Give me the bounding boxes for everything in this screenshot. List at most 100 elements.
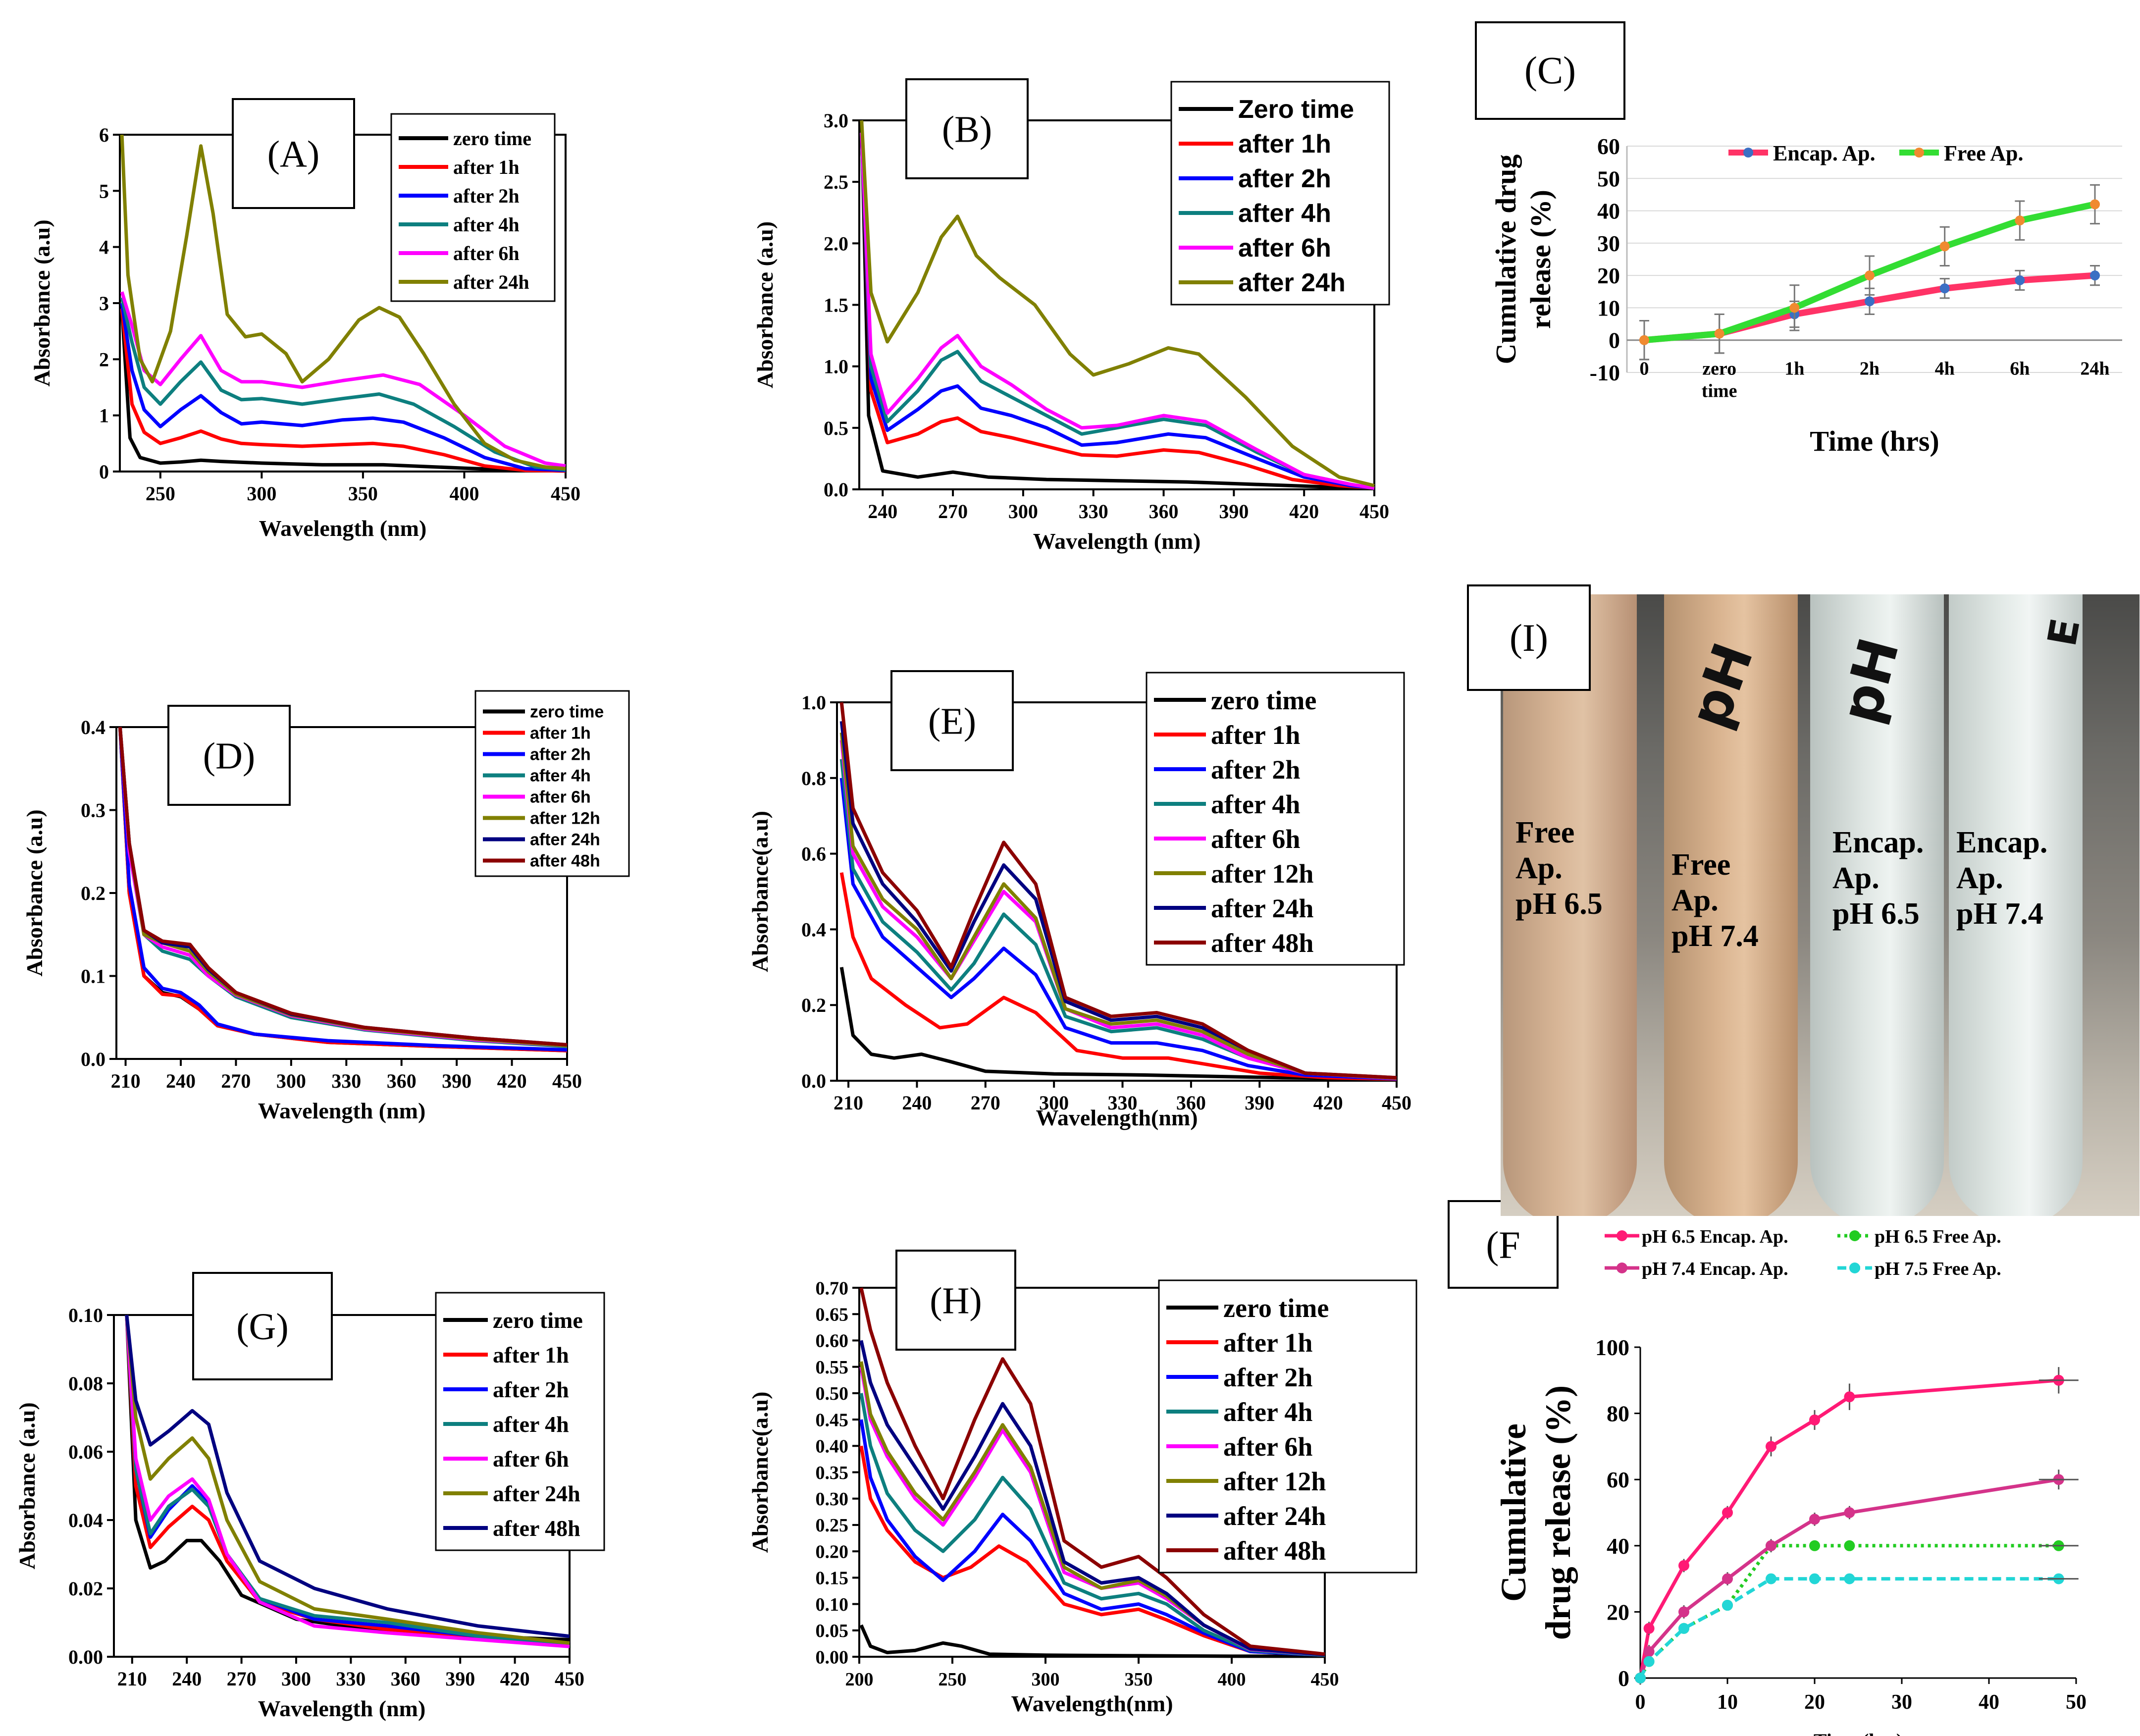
x-tick-label: 420 [500,1668,530,1690]
legend-label: pH 6.5 Free Ap. [1875,1226,2001,1247]
data-point [1722,1507,1733,1518]
legend-label: after 2h [1223,1363,1312,1392]
y-tick-label: 0.8 [801,767,826,789]
series-line [859,1445,1325,1657]
legend-marker [1617,1263,1627,1273]
legend-label: after 6h [453,242,520,264]
y-tick-label: 0.20 [816,1541,849,1562]
legend-label: zero time [1223,1293,1329,1323]
x-tick-label: 240 [868,500,897,523]
data-point [1678,1623,1689,1634]
y-tick-label: 0.35 [816,1463,849,1483]
series-line [125,1315,570,1645]
panel-label-box [905,78,1029,179]
legend-label: after 24h [1223,1501,1326,1531]
series-line [1638,1477,2059,1679]
y-tick-label: 0 [1609,328,1620,353]
tube-encap-ph65 [1810,594,1944,1216]
x-tick-label: zero [1702,359,1736,379]
x-tick-label: 210 [117,1668,147,1690]
legend-label: after 6h [1223,1432,1312,1462]
series-line [860,120,1375,490]
y-tick-label: 3.0 [824,109,848,132]
y-tick-label: 0.4 [81,716,105,738]
x-tick-label: 40 [1979,1691,1999,1714]
series-line [125,1315,570,1638]
y-axis-label: drug release (%) [1538,1385,1578,1640]
panel-label: (G) [236,1306,289,1348]
y-tick-label: 20 [1597,263,1620,288]
legend-label: after 1h [493,1342,569,1368]
legend-marker [1849,1263,1860,1273]
y-axis-label: release (%) [1524,190,1557,329]
panel-label-box [192,1272,333,1380]
legend-label: zero time [493,1308,583,1333]
x-tick-label: 270 [971,1092,1000,1114]
x-tick-label: 10 [1717,1691,1738,1714]
data-point [1766,1573,1776,1584]
legend-label: after 24h [1238,268,1346,297]
legend-label: after 48h [493,1516,580,1541]
x-tick-label: 300 [247,482,276,505]
x-tick-label: 6h [2010,359,2030,379]
data-point [1809,1540,1820,1551]
y-tick-label: 0.4 [801,918,826,941]
y-tick-label: 0.65 [816,1305,849,1325]
y-tick-label: 80 [1607,1401,1629,1426]
y-tick-label: 0.6 [801,843,826,865]
series-line [1638,1378,2059,1679]
x-tick-label: 24h [2080,359,2109,379]
data-point [1844,1391,1855,1403]
chart-h: 200 250 300 350 400 450 0.00 0.05 0.10 0.15 0.20 0.… [747,1250,1417,1716]
legend-box [1146,672,1405,966]
x-tick-label: 1h [1784,359,1804,379]
data-point [1809,1514,1820,1525]
series-line [860,120,1375,487]
chart-a: 250 300 350 400 450 0 1 2 3 4 5 6 Wavelength (nm) Abs… [29,98,580,541]
data-point [1844,1573,1855,1584]
series-line [839,778,1397,1081]
chart-e: 210 240 270 300 330 360 390 420 450 0.0 0.2 0.4 0.6 0… [747,670,1411,1130]
x-tick-label: 240 [172,1668,202,1690]
x-axis-label: Time (hrs) [1810,425,1939,457]
data-point [2090,199,2100,210]
series-line [860,132,1375,490]
y-tick-label: 0.2 [81,882,105,904]
y-axis-label: Absorbance (a.u) [22,809,47,976]
x-tick-label: 270 [221,1070,251,1092]
x-tick-label: 30 [1891,1691,1912,1714]
legend-label: after 2h [1211,755,1300,785]
series-line [860,132,1375,490]
tube-free-ph65 [1503,594,1637,1216]
series-line [125,1315,570,1645]
legend-label: after 6h [530,788,591,806]
legend-label: after 12h [1211,859,1313,889]
panel-label-i: (I) [1467,584,1591,691]
x-tick-label: 2h [1860,359,1879,379]
data-point [2090,270,2100,281]
x-axis-label: Wavelength (nm) [258,1098,426,1123]
x-tick-label: 400 [449,482,479,505]
y-tick-label: 0.02 [68,1578,103,1600]
y-tick-label: 0 [1618,1666,1629,1691]
series-line [120,297,566,472]
x-tick-label: 300 [1039,1092,1069,1114]
x-tick-label: 450 [551,482,580,505]
y-tick-label: 0.08 [68,1372,103,1395]
legend-box [435,1292,605,1551]
y-tick-label: 4 [99,236,109,259]
legend-label: after 12h [1223,1467,1326,1496]
y-tick-label: 0.0 [801,1070,826,1092]
panel-label-box [232,98,355,209]
y-tick-label: 0.50 [816,1383,849,1404]
tube-label-4: Encap. Ap. pH 7.4 [1956,826,2048,931]
tube-label-3: Encap. Ap. pH 6.5 [1832,826,1924,931]
legend-label: after 6h [493,1446,569,1472]
legend-label: after 4h [493,1412,569,1437]
legend-label: after 6h [1211,824,1300,854]
data-point [1678,1606,1689,1618]
series-line [120,291,566,468]
legend-box [474,690,630,877]
y-tick-label: 100 [1595,1335,1629,1360]
series-line [120,134,566,471]
